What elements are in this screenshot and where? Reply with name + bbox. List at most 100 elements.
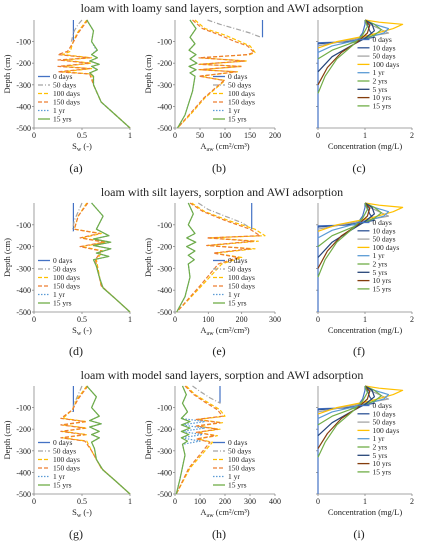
legend-item-label: 0 days bbox=[53, 256, 72, 265]
x-tick-label: 100 bbox=[202, 315, 214, 324]
legend-item-label: 1 yr bbox=[228, 106, 240, 115]
series-line-50-days bbox=[192, 385, 221, 404]
legend-item-label: 10 yrs bbox=[372, 276, 391, 285]
legend-item-label: 100 days bbox=[53, 455, 80, 464]
legend-item-label: 50 days bbox=[53, 265, 76, 274]
y-tick-label: -400 bbox=[157, 286, 172, 295]
y-tick-label: -100 bbox=[157, 38, 172, 47]
x-tick-label: 1 bbox=[128, 131, 132, 140]
x-tick-label: 0 bbox=[316, 497, 320, 506]
series-line-1-yr bbox=[86, 19, 131, 129]
series-line-15-yrs bbox=[176, 202, 197, 313]
legend-item-label: 10 yrs bbox=[372, 93, 391, 102]
legend-item-label: 5 yrs bbox=[372, 268, 387, 277]
series-line-10-yrs bbox=[317, 19, 371, 86]
x-tick-label: 0.5 bbox=[77, 131, 87, 140]
y-tick-label: -300 bbox=[157, 447, 172, 456]
x-tick-label: 200 bbox=[219, 497, 231, 506]
series-line-10-yrs bbox=[317, 202, 371, 269]
series-line-15-yrs bbox=[91, 202, 131, 313]
series-line-100-days bbox=[317, 385, 404, 415]
legend-item-label: 1 yr bbox=[53, 472, 65, 481]
x-axis-label: Aaw (cm²/cm³) bbox=[200, 325, 249, 337]
y-tick-label: -100 bbox=[16, 404, 31, 413]
x-axis-label: Aaw (cm²/cm³) bbox=[200, 141, 249, 153]
x-tick-label: 0 bbox=[173, 131, 177, 140]
legend-item-label: 10 days bbox=[372, 409, 395, 418]
series-line-150-days bbox=[176, 202, 261, 313]
y-tick-label: -200 bbox=[16, 425, 31, 434]
series-line-100-days bbox=[317, 19, 404, 49]
y-axis-label: Depth (cm) bbox=[143, 238, 153, 277]
legend-item-label: 100 days bbox=[53, 89, 80, 98]
legend-item-label: 100 days bbox=[53, 273, 80, 282]
legend-item-label: 15 yrs bbox=[372, 467, 391, 476]
legend-item-label: 150 days bbox=[228, 98, 255, 107]
y-tick-label: -500 bbox=[157, 308, 172, 317]
y-tick-label: -200 bbox=[157, 59, 172, 68]
legend-item-label: 15 yrs bbox=[53, 115, 72, 124]
y-tick-label: -100 bbox=[16, 38, 31, 47]
legend-item-label: 50 days bbox=[53, 81, 76, 90]
series-line-0-days bbox=[317, 20, 366, 128]
x-tick-label: 2 bbox=[410, 131, 414, 140]
legend-item-label: 50 days bbox=[372, 52, 395, 61]
x-tick-label: 0 bbox=[316, 131, 320, 140]
y-tick-label: -300 bbox=[157, 264, 172, 273]
series-line-150-days bbox=[73, 202, 131, 313]
series-line-50-days bbox=[197, 202, 253, 230]
x-tick-label: 0.5 bbox=[77, 315, 87, 324]
legend-item-label: 100 days bbox=[372, 60, 399, 69]
legend-item-label: 0 days bbox=[372, 35, 391, 44]
x-tick-label: 0 bbox=[32, 131, 36, 140]
y-tick-label: -500 bbox=[157, 124, 172, 133]
y-tick-label: -400 bbox=[16, 102, 31, 111]
legend-item-label: 50 days bbox=[228, 447, 251, 456]
series-line-1-yr bbox=[176, 19, 198, 129]
legend-item-label: 1 yr bbox=[372, 68, 384, 77]
legend-item-label: 15 yrs bbox=[228, 299, 247, 308]
legend-item-label: 1 yr bbox=[372, 251, 384, 260]
legend-item-label: 0 days bbox=[228, 72, 247, 81]
series-line-15-yrs bbox=[175, 385, 191, 495]
x-tick-label: 300 bbox=[269, 315, 281, 324]
legend-item-label: 50 days bbox=[372, 235, 395, 244]
y-tick-label: -500 bbox=[157, 490, 172, 499]
y-tick-label: -200 bbox=[157, 243, 172, 252]
y-tick-label: -500 bbox=[16, 124, 31, 133]
series-line-150-days bbox=[175, 385, 224, 495]
legend-item-label: 150 days bbox=[53, 282, 80, 291]
legend-item-label: 5 yrs bbox=[372, 451, 387, 460]
row-title-2: loam with silt layers, sorption and AWI … bbox=[101, 185, 343, 199]
x-tick-label: 150 bbox=[244, 131, 256, 140]
legend-item-label: 150 days bbox=[228, 464, 255, 473]
x-tick-label: 0 bbox=[32, 315, 36, 324]
series-line-100-days bbox=[317, 202, 404, 232]
legend-item-label: 0 days bbox=[53, 438, 72, 447]
row-title-1: loam with loamy sand layers, sorption an… bbox=[81, 1, 364, 15]
series-line-150-days bbox=[177, 19, 255, 129]
y-tick-label: -400 bbox=[157, 468, 172, 477]
legend-item-label: 1 yr bbox=[53, 290, 65, 299]
legend-item-label: 10 yrs bbox=[372, 459, 391, 468]
legend-item-label: 1 yr bbox=[372, 434, 384, 443]
x-tick-label: 400 bbox=[269, 497, 281, 506]
legend-item-label: 1 yr bbox=[228, 290, 240, 299]
series-line-15-yrs bbox=[317, 19, 368, 94]
legend-item-label: 50 days bbox=[53, 447, 76, 456]
series-line-0-days bbox=[317, 203, 366, 312]
x-tick-label: 0 bbox=[32, 497, 36, 506]
legend-item-label: 15 yrs bbox=[228, 481, 247, 490]
x-tick-label: 1 bbox=[363, 497, 367, 506]
row-title-3: loam with model sand layers, sorption an… bbox=[81, 368, 364, 382]
y-tick-label: -500 bbox=[16, 490, 31, 499]
